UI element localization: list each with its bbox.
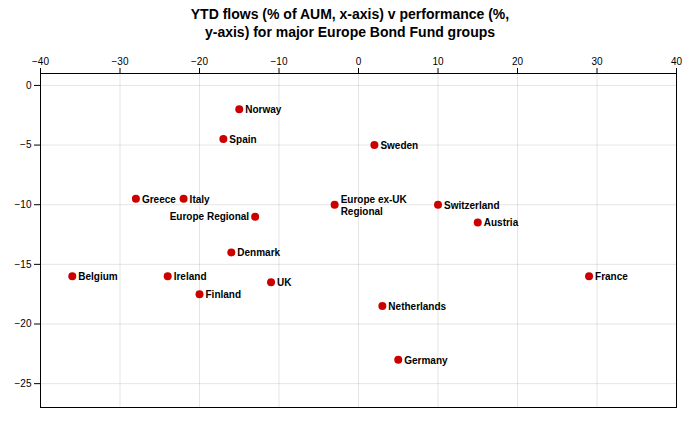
svg-text:40: 40 (671, 56, 683, 67)
svg-text:Austria: Austria (484, 217, 519, 228)
svg-text:Sweden: Sweden (380, 140, 418, 151)
html-text:YTD flows (% of AUM, x-axis) v: YTD flows (% of AUM, x-axis) v performan… (190, 6, 510, 40)
svg-text:−30: −30 (112, 56, 129, 67)
svg-text:−40: −40 (32, 56, 49, 67)
svg-text:Finland: Finland (206, 289, 242, 300)
svg-text:0: 0 (356, 56, 362, 67)
svg-text:10: 10 (432, 56, 444, 67)
svg-text:Europe Regional: Europe Regional (170, 211, 250, 222)
svg-text:Italy: Italy (190, 194, 210, 205)
svg-text:Europe ex-UKRegional: Europe ex-UKRegional (341, 194, 408, 217)
svg-text:France: France (595, 271, 628, 282)
svg-text:Spain: Spain (229, 134, 256, 145)
svg-text:−10: −10 (15, 199, 32, 210)
svg-text:20: 20 (512, 56, 524, 67)
svg-text:Norway: Norway (245, 104, 282, 115)
svg-text:Denmark: Denmark (237, 247, 280, 258)
svg-text:UK: UK (277, 277, 292, 288)
svg-text:−20: −20 (15, 318, 32, 329)
svg-text:−15: −15 (15, 259, 32, 270)
svg-text:0: 0 (26, 80, 32, 91)
svg-text:Belgium: Belgium (78, 271, 118, 282)
svg-text:30: 30 (591, 56, 603, 67)
svg-text:−25: −25 (15, 378, 32, 389)
svg-text:Germany: Germany (404, 355, 448, 366)
svg-text:−20: −20 (191, 56, 208, 67)
svg-text:Ireland: Ireland (174, 271, 207, 282)
svg-text:Greece: Greece (142, 194, 176, 205)
svg-text:Switzerland: Switzerland (444, 200, 500, 211)
svg-text:−10: −10 (271, 56, 288, 67)
svg-text:−5: −5 (20, 139, 32, 150)
svg-text:Netherlands: Netherlands (388, 301, 446, 312)
